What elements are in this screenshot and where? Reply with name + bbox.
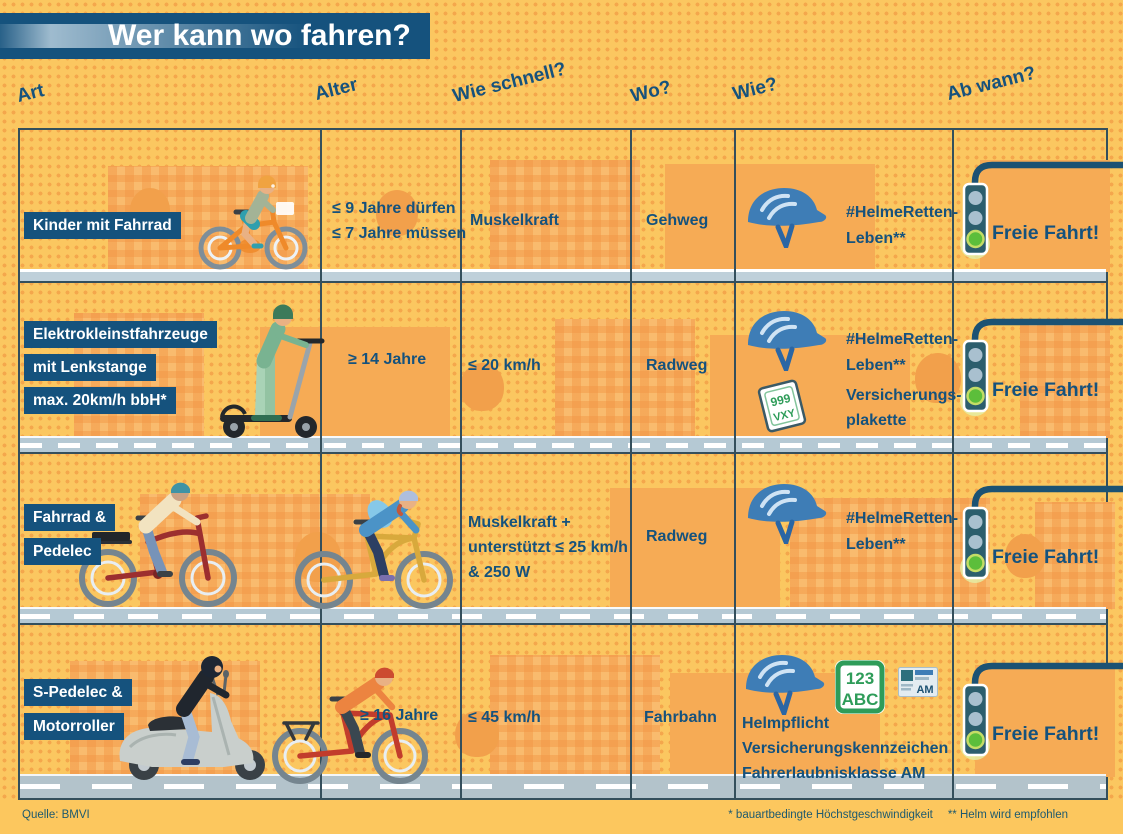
building-shape bbox=[140, 494, 370, 609]
footnote-helmet: ** Helm wird empfohlen bbox=[947, 809, 1068, 821]
helmet-recommendation-text: #HelmeRetten- Leben** bbox=[846, 331, 959, 374]
speed-requirement: ≤ 20 km/h bbox=[468, 357, 541, 374]
pedelec-cyclist-illustration bbox=[295, 490, 453, 609]
route-line bbox=[971, 161, 1123, 228]
tree-shape bbox=[455, 711, 499, 757]
column-header-alter: Alter bbox=[312, 74, 360, 106]
row-divider bbox=[20, 281, 1106, 283]
page-title: Wer kann wo fahren? bbox=[108, 19, 411, 52]
svg-text:999: 999 bbox=[769, 391, 792, 410]
table-row-fahrrad-pedelec: Fahrrad & Pedelec bbox=[20, 454, 1123, 625]
svg-text:VXY: VXY bbox=[772, 407, 797, 424]
footnotes: * bauartbedingte Höchstgeschwindigkeit *… bbox=[728, 809, 1068, 821]
building-shape bbox=[975, 665, 1115, 777]
where-allowed: Gehweg bbox=[646, 212, 709, 229]
where-allowed: Radweg bbox=[646, 357, 708, 374]
column-header-ab-wann: Ab wann? bbox=[944, 62, 1038, 106]
tree-shape bbox=[376, 190, 418, 236]
row-divider bbox=[20, 623, 1106, 625]
child-cyclist-illustration bbox=[198, 175, 308, 270]
building-shape bbox=[710, 335, 910, 438]
helmet-icon bbox=[746, 655, 825, 715]
svg-text:123: 123 bbox=[846, 669, 874, 688]
freie-fahrt-text: Freie Fahrt! bbox=[992, 222, 1100, 244]
driving-license-card-icon: AM bbox=[898, 667, 938, 697]
column-divider bbox=[952, 130, 954, 798]
column-divider bbox=[320, 130, 322, 798]
vehicle-type-label: S-Pedelec & bbox=[24, 679, 132, 707]
helmet-icon bbox=[748, 188, 827, 248]
building-shape bbox=[1035, 502, 1115, 609]
bike-path-road bbox=[20, 436, 1106, 454]
comparison-table: Kinder mit Fahrrad ≤ 9 Ja bbox=[18, 128, 1123, 800]
column-divider bbox=[630, 130, 632, 798]
freie-fahrt-text: Freie Fahrt! bbox=[992, 546, 1100, 568]
age-requirement: ≥ 14 Jahre bbox=[348, 351, 427, 368]
building-shape bbox=[555, 319, 695, 438]
footnote-bbh: * bauartbedingte Höchstgeschwindigkeit bbox=[728, 809, 933, 821]
traffic-light-icon bbox=[960, 339, 990, 416]
freie-fahrt-text: Freie Fahrt! bbox=[992, 723, 1100, 745]
requirements-text: Helmpflicht Versicherungskennzeichen Fah… bbox=[742, 715, 949, 782]
vehicle-type-label: Motorroller bbox=[24, 713, 124, 741]
where-allowed: Radweg bbox=[646, 528, 708, 545]
age-requirement: ≤ 9 Jahre dürfen ≤ 7 Jahre müssen bbox=[332, 200, 467, 242]
table-row-kinder-mit-fahrrad: Kinder mit Fahrrad ≤ 9 Ja bbox=[20, 130, 1123, 283]
sidewalk-road bbox=[20, 269, 1106, 283]
banner-gradient-stripe bbox=[0, 24, 318, 48]
helmet-icon bbox=[748, 311, 827, 371]
title-banner: Wer kann wo fahren? bbox=[0, 13, 430, 59]
row-divider bbox=[20, 452, 1106, 454]
vehicle-type-label: Fahrrad & bbox=[24, 504, 116, 532]
building-shape bbox=[490, 160, 640, 272]
insurance-plate-text: Versicherungs- plakette bbox=[846, 387, 962, 429]
route-line bbox=[971, 318, 1123, 385]
building-shape bbox=[980, 160, 1110, 272]
bike-path-road bbox=[20, 607, 1106, 625]
where-allowed: Fahrbahn bbox=[644, 709, 717, 726]
vehicle-type-label: Kinder mit Fahrrad bbox=[24, 212, 181, 240]
ebike-cyclist-illustration bbox=[79, 482, 237, 607]
helmet-recommendation-text: #HelmeRetten- Leben** bbox=[846, 204, 959, 247]
route-line bbox=[971, 662, 1123, 729]
footer-bar: Quelle: BMVI * bauartbedingte Höchstgesc… bbox=[0, 800, 1123, 834]
traffic-light-icon bbox=[960, 182, 990, 259]
age-requirement: ≥ 16 Jahre bbox=[360, 707, 439, 724]
svg-text:ABC: ABC bbox=[842, 690, 879, 709]
column-header-wie: Wie? bbox=[730, 73, 780, 106]
column-header-art: Art bbox=[14, 80, 47, 108]
traffic-light-icon bbox=[960, 683, 990, 760]
column-header-wo: Wo? bbox=[628, 76, 674, 108]
source-credit: Quelle: BMVI bbox=[22, 809, 90, 821]
vehicle-type-label: Elektrokleinstfahrzeuge bbox=[24, 321, 217, 349]
motor-scooter-rider-illustration bbox=[119, 656, 265, 780]
tree-shape bbox=[460, 363, 504, 411]
tree-shape bbox=[1005, 534, 1045, 578]
column-header-wie-schnell: Wie schnell? bbox=[450, 58, 569, 108]
route-line bbox=[971, 485, 1123, 552]
vehicle-type-label: mit Lenkstange bbox=[24, 354, 156, 382]
vehicle-type-label: Pedelec bbox=[24, 538, 101, 566]
column-divider bbox=[460, 130, 462, 798]
table-row-elektrokleinstfahrzeuge: Elektrokleinstfahrzeuge mit Lenkstange m… bbox=[20, 283, 1123, 454]
helmet-recommendation-text: #HelmeRetten- Leben** bbox=[846, 510, 959, 553]
speed-requirement: Muskelkraft + unterstützt ≤ 25 km/h & 25… bbox=[468, 514, 628, 581]
roadway bbox=[20, 774, 1106, 798]
escooter-rider-illustration bbox=[220, 304, 325, 438]
freie-fahrt-text: Freie Fahrt! bbox=[992, 379, 1100, 401]
speed-requirement: ≤ 45 km/h bbox=[468, 709, 541, 726]
spedelec-cyclist-illustration bbox=[272, 667, 428, 784]
helmet-icon bbox=[748, 484, 827, 544]
speed-requirement: Muskelkraft bbox=[470, 212, 559, 229]
insurance-plate-icon: 999 VXY bbox=[757, 379, 807, 433]
vehicle-type-label: max. 20km/h bbH* bbox=[24, 387, 176, 415]
traffic-light-icon bbox=[960, 506, 990, 583]
building-shape bbox=[1020, 323, 1110, 438]
svg-text:AM: AM bbox=[916, 684, 933, 696]
column-divider bbox=[734, 130, 736, 798]
table-row-spedelec-motorroller: S-Pedelec & Motorroller bbox=[20, 625, 1123, 798]
license-plate-icon: 123 ABC bbox=[835, 660, 885, 714]
